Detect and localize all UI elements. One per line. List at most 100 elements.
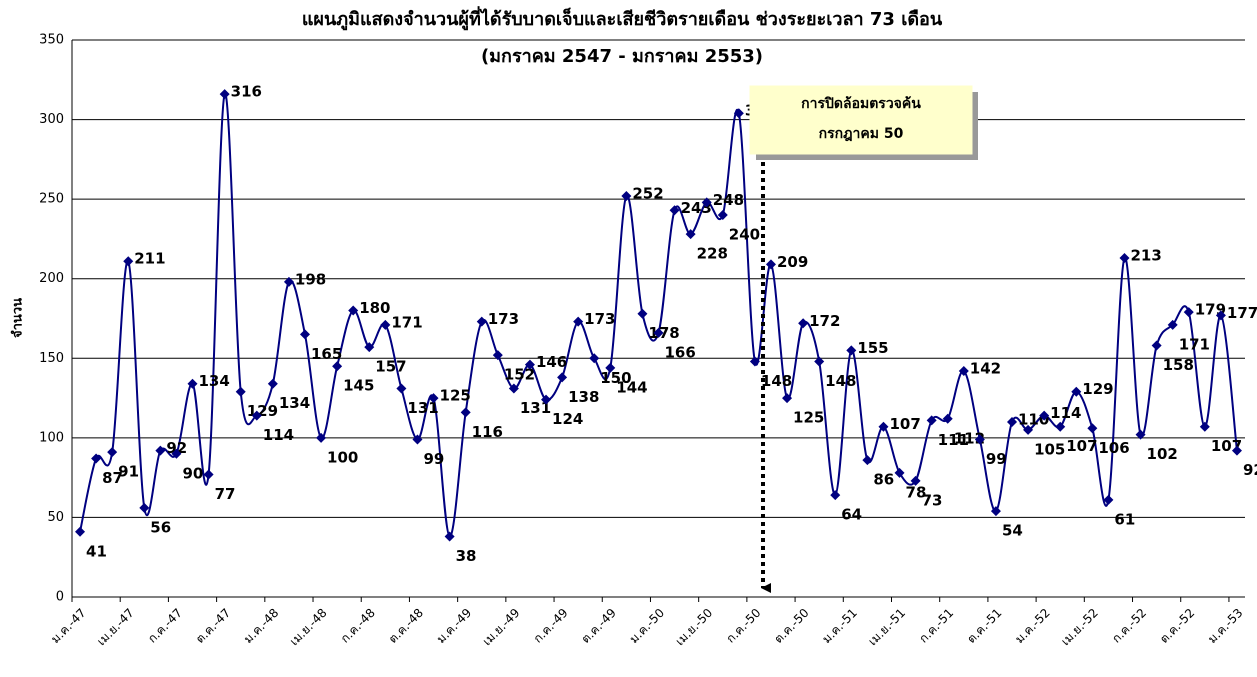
data-point bbox=[862, 455, 873, 466]
data-label: 64 bbox=[841, 506, 862, 524]
data-label: 150 bbox=[600, 369, 631, 387]
x-tick-label: ต.ค.-48 bbox=[386, 606, 426, 646]
data-point bbox=[1007, 416, 1018, 427]
data-point bbox=[524, 359, 535, 370]
data-label: 90 bbox=[182, 464, 203, 482]
data-label: 152 bbox=[504, 366, 535, 384]
x-tick-label: ก.ค.-51 bbox=[916, 606, 956, 646]
data-point bbox=[942, 413, 953, 424]
x-tick-label: ก.ค.-48 bbox=[338, 606, 378, 646]
data-point bbox=[1135, 429, 1146, 440]
data-label: 157 bbox=[375, 358, 406, 376]
data-point bbox=[1151, 340, 1162, 351]
data-label: 102 bbox=[1147, 445, 1178, 463]
data-label: 112 bbox=[954, 429, 985, 447]
x-tick-label: เม.ย.-50 bbox=[673, 606, 716, 649]
data-label: 114 bbox=[263, 426, 294, 444]
data-point bbox=[75, 526, 86, 537]
chart-subtitle: (มกราคม 2547 - มกราคม 2553) bbox=[481, 46, 763, 67]
data-label: 228 bbox=[697, 245, 728, 263]
data-point bbox=[508, 383, 519, 394]
data-point bbox=[798, 318, 809, 329]
data-label: 155 bbox=[857, 339, 888, 357]
data-label: 146 bbox=[536, 353, 567, 371]
x-tick-label: ม.ค.-48 bbox=[241, 606, 281, 646]
data-point bbox=[299, 329, 310, 340]
data-point bbox=[733, 108, 744, 119]
data-label: 106 bbox=[1098, 439, 1129, 457]
data-label: 38 bbox=[456, 547, 477, 565]
data-point bbox=[846, 345, 857, 356]
data-label: 114 bbox=[1050, 404, 1081, 422]
data-label: 316 bbox=[231, 83, 262, 101]
y-tick-label: 200 bbox=[39, 271, 64, 286]
data-label: 213 bbox=[1130, 247, 1161, 265]
data-point bbox=[155, 445, 166, 456]
y-tick-label: 350 bbox=[39, 33, 64, 48]
data-label: 180 bbox=[359, 299, 390, 317]
y-tick-label: 150 bbox=[39, 351, 64, 366]
data-point bbox=[958, 366, 969, 377]
x-tick-label: ต.ค.-50 bbox=[771, 606, 811, 646]
data-point bbox=[412, 434, 423, 445]
data-label: 87 bbox=[102, 469, 123, 487]
data-label: 166 bbox=[665, 343, 696, 361]
data-label: 99 bbox=[423, 450, 444, 468]
data-label: 86 bbox=[873, 471, 894, 489]
data-point bbox=[1071, 386, 1082, 397]
data-label: 171 bbox=[1179, 335, 1210, 353]
y-tick-label: 250 bbox=[39, 192, 64, 207]
data-point bbox=[589, 353, 600, 364]
data-label: 73 bbox=[922, 491, 943, 509]
annotation-text: กรกฎาคม 50 bbox=[819, 126, 904, 142]
data-point bbox=[573, 316, 584, 327]
x-tick-label: ม.ค.-52 bbox=[1012, 606, 1052, 646]
x-tick-label: เม.ย.-51 bbox=[865, 606, 908, 649]
data-label: 148 bbox=[825, 372, 856, 390]
x-tick-label: เม.ย.-48 bbox=[287, 606, 330, 649]
data-point bbox=[444, 531, 455, 542]
data-label: 92 bbox=[166, 439, 187, 457]
data-label: 248 bbox=[713, 191, 744, 209]
series-line bbox=[79, 93, 1238, 538]
data-label: 129 bbox=[247, 402, 278, 420]
data-point bbox=[701, 197, 712, 208]
data-point bbox=[878, 421, 889, 432]
data-label: 158 bbox=[1163, 356, 1194, 374]
x-tick-label: ต.ค.-52 bbox=[1157, 606, 1197, 646]
data-point bbox=[107, 447, 118, 458]
data-label: 99 bbox=[986, 450, 1007, 468]
data-point bbox=[460, 407, 471, 418]
data-point bbox=[541, 394, 552, 405]
data-label: 105 bbox=[1034, 440, 1065, 458]
data-point bbox=[605, 362, 616, 373]
data-point bbox=[476, 316, 487, 327]
data-point bbox=[364, 342, 375, 353]
data-point bbox=[990, 506, 1001, 517]
data-label: 100 bbox=[327, 448, 358, 466]
data-label: 171 bbox=[391, 313, 422, 331]
x-tick-label: ก.ค.-49 bbox=[531, 606, 571, 646]
data-label: 56 bbox=[150, 518, 171, 536]
x-tick-label: ก.ค.-52 bbox=[1109, 606, 1149, 646]
data-point bbox=[1183, 307, 1194, 318]
data-label: 145 bbox=[343, 377, 374, 395]
y-tick-label: 0 bbox=[56, 590, 64, 605]
data-label: 134 bbox=[279, 394, 310, 412]
data-point bbox=[316, 432, 327, 443]
data-point bbox=[1167, 319, 1178, 330]
data-point bbox=[267, 378, 278, 389]
data-label: 173 bbox=[488, 310, 519, 328]
data-point bbox=[557, 372, 568, 383]
annotation-box bbox=[749, 85, 973, 155]
data-label: 172 bbox=[809, 312, 840, 330]
x-tick-label: ก.ค.-47 bbox=[145, 606, 185, 646]
annotation-text: การปิดล้อมตรวจค้น bbox=[801, 96, 921, 112]
data-point bbox=[283, 276, 294, 287]
data-point bbox=[139, 502, 150, 513]
data-label: 138 bbox=[568, 388, 599, 406]
x-tick-label: เม.ย.-52 bbox=[1058, 606, 1101, 649]
data-point bbox=[1039, 410, 1050, 421]
